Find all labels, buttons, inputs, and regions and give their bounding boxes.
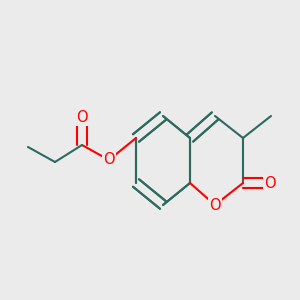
- Text: O: O: [103, 152, 115, 167]
- Text: O: O: [76, 110, 88, 124]
- Text: O: O: [264, 176, 276, 190]
- Text: O: O: [209, 197, 221, 212]
